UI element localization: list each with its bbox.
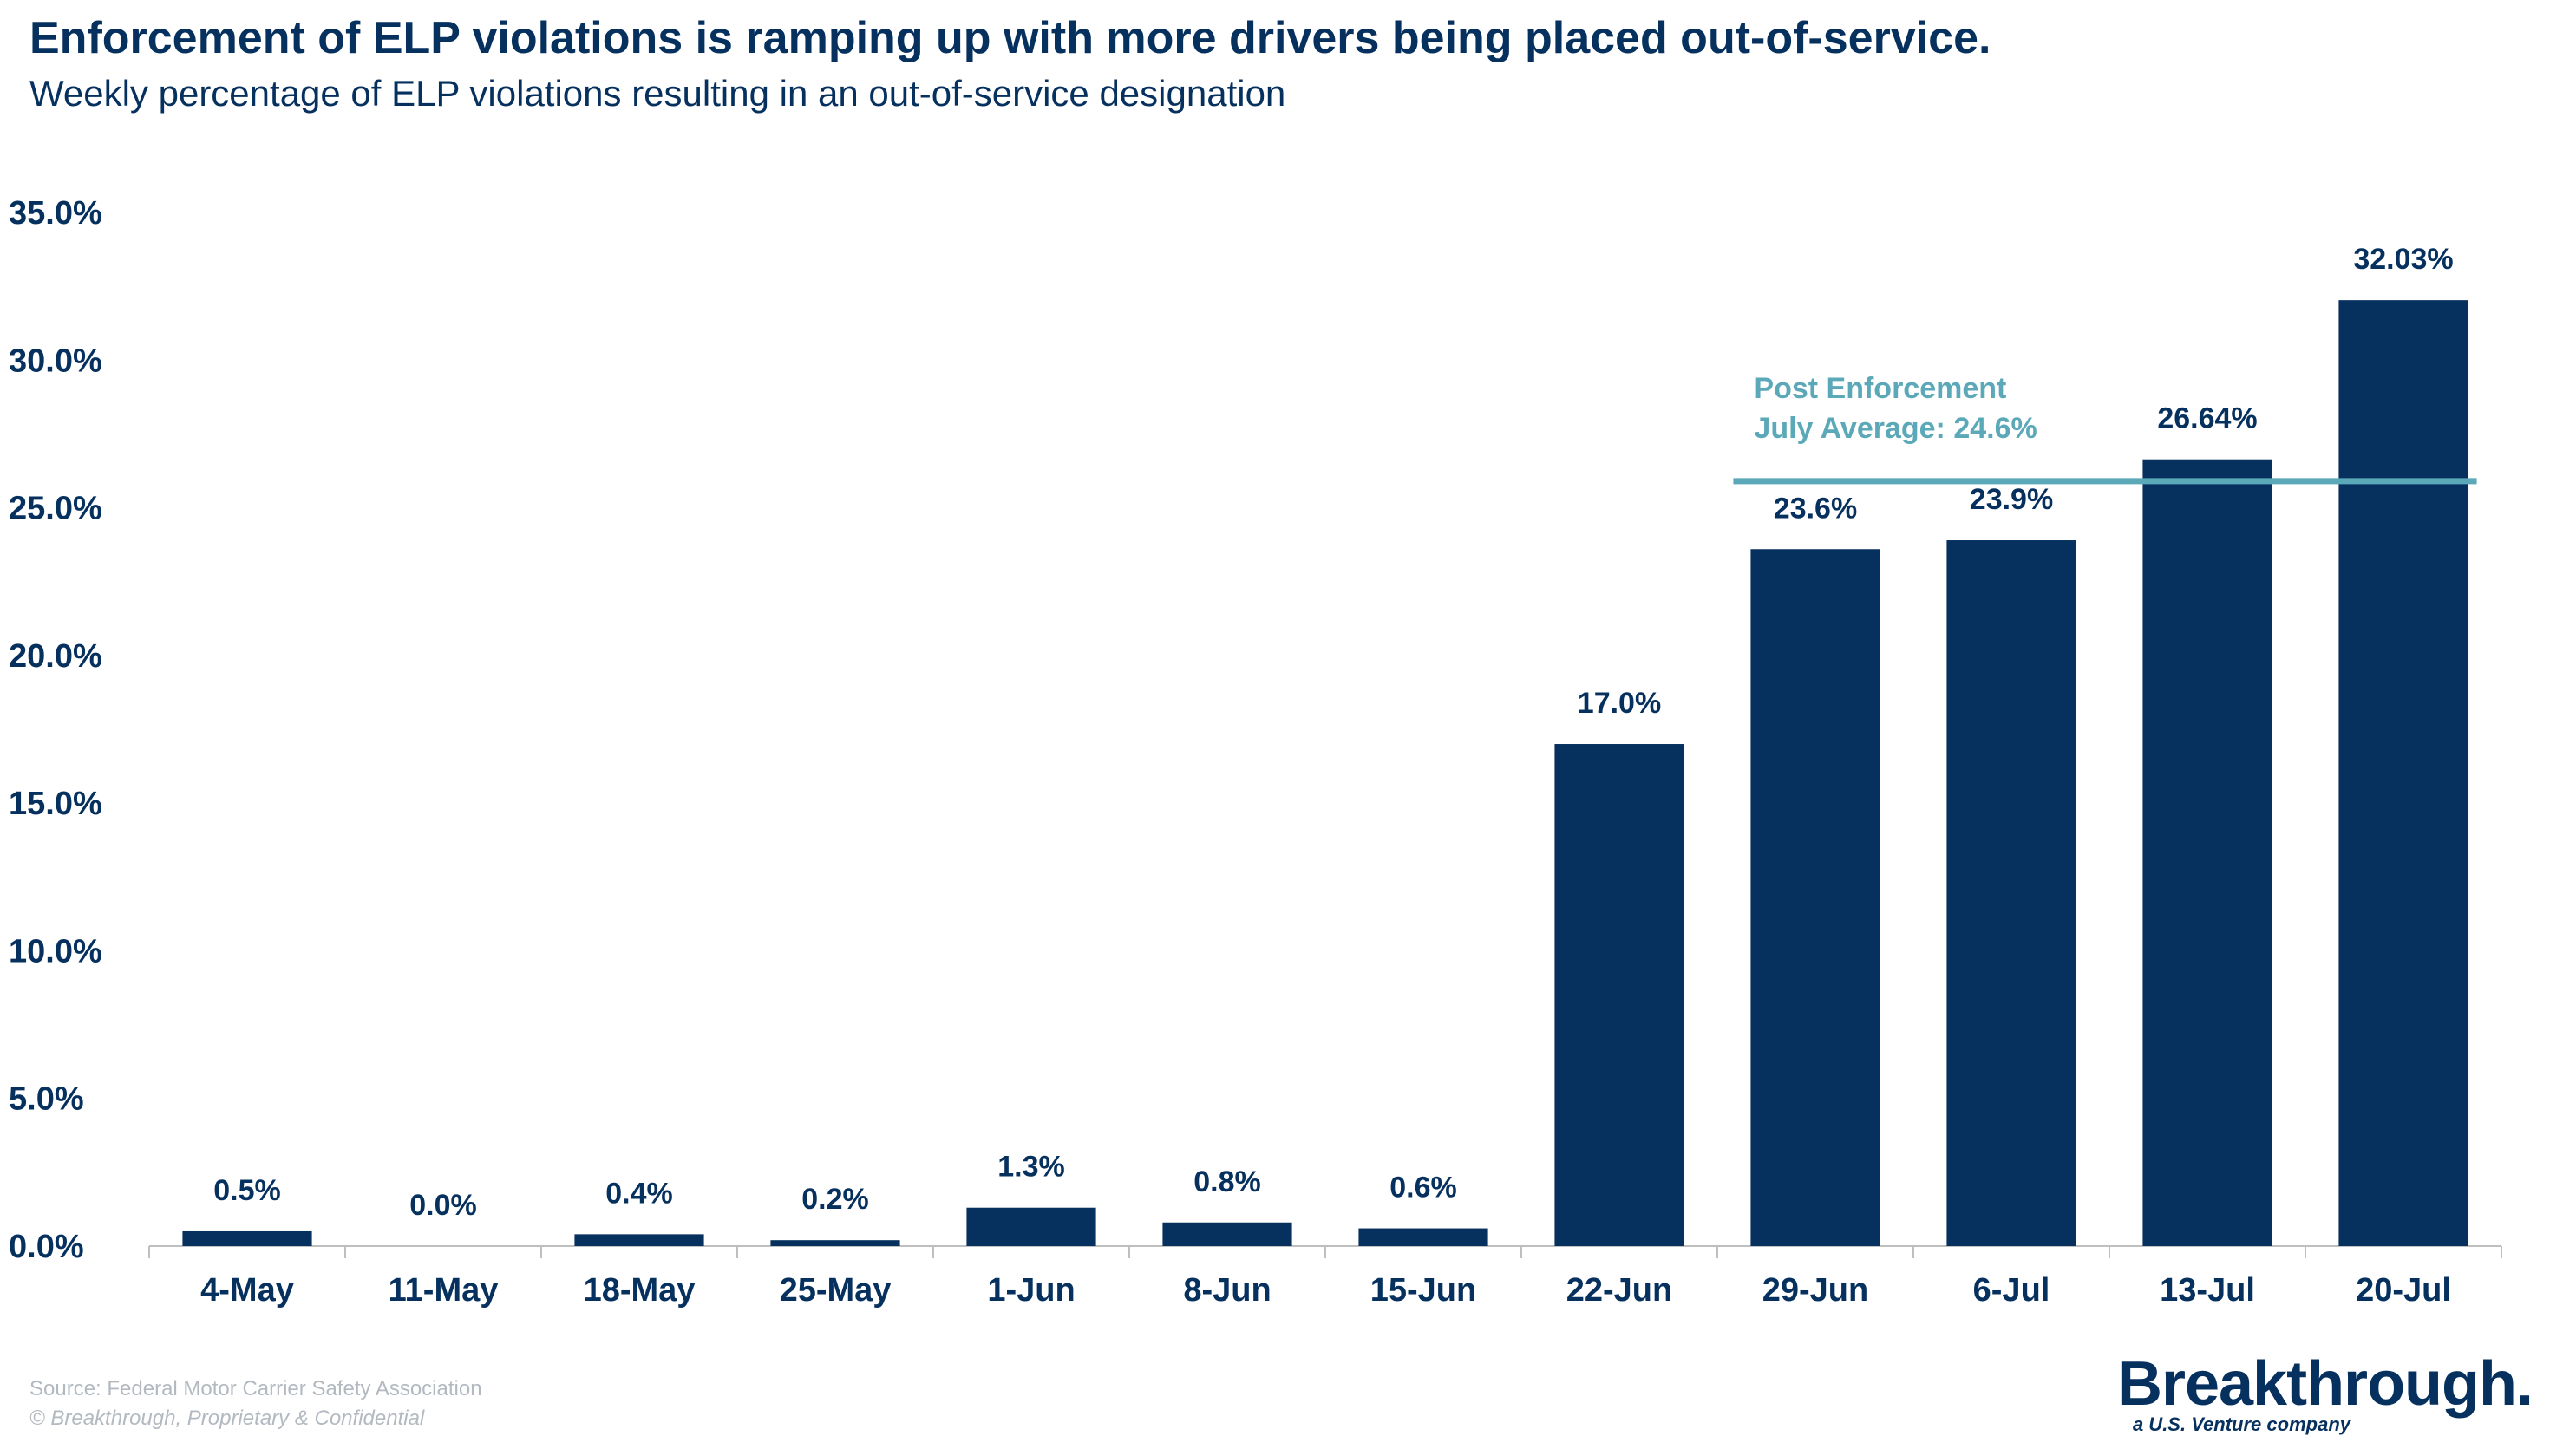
chart-subtitle: Weekly percentage of ELP violations resu… <box>29 73 1286 114</box>
y-tick-label: 10.0% <box>9 933 102 969</box>
bar <box>966 1207 1096 1246</box>
y-tick-label: 35.0% <box>9 195 102 232</box>
data-label: 0.6% <box>1389 1172 1457 1204</box>
logo-wordmark: Breakthrough. <box>2116 1349 2534 1419</box>
average-label-value: July Average: 24.6% <box>1754 412 2037 445</box>
data-label: 0.5% <box>213 1174 281 1207</box>
y-tick-label: 5.0% <box>9 1081 84 1118</box>
chart-title: Enforcement of ELP violations is ramping… <box>29 13 1991 63</box>
source-note: Source: Federal Motor Carrier Safety Ass… <box>29 1377 482 1400</box>
bar <box>2142 459 2272 1246</box>
x-tick-label: 13-Jul <box>2160 1272 2255 1309</box>
x-tick-label: 25-May <box>780 1272 892 1309</box>
copyright-note: © Breakthrough, Proprietary & Confidenti… <box>29 1407 425 1430</box>
bar <box>2338 300 2468 1247</box>
x-tick-label: 15-Jun <box>1370 1272 1476 1309</box>
bar <box>1554 744 1684 1246</box>
data-label: 32.03% <box>2353 243 2453 276</box>
bar <box>1358 1228 1488 1246</box>
y-tick-label: 20.0% <box>9 638 102 675</box>
x-tick-label: 1-Jun <box>987 1272 1075 1309</box>
y-tick-label: 0.0% <box>9 1229 84 1265</box>
data-label: 23.9% <box>1970 483 2053 516</box>
y-tick-label: 30.0% <box>9 343 102 379</box>
data-label: 26.64% <box>2157 402 2257 435</box>
x-tick-label: 29-Jun <box>1762 1272 1868 1309</box>
data-label: 23.6% <box>1774 492 1857 525</box>
y-tick-label: 15.0% <box>9 786 102 822</box>
breakthrough-logo: Breakthrough. a U.S. Venture company <box>2116 1349 2534 1436</box>
average-label-title: Post Enforcement <box>1754 372 2006 405</box>
bar <box>1946 540 2076 1246</box>
data-label: 17.0% <box>1578 687 1661 720</box>
data-label: 0.0% <box>409 1189 477 1222</box>
bar <box>182 1230 312 1246</box>
x-tick-label: 20-Jul <box>2356 1272 2451 1309</box>
data-label: 0.4% <box>605 1177 673 1210</box>
x-tick-label: 18-May <box>584 1272 696 1309</box>
x-tick-label: 6-Jul <box>1973 1272 2050 1309</box>
x-tick-label: 11-May <box>389 1272 499 1309</box>
y-tick-label: 25.0% <box>9 491 102 527</box>
logo-tagline: a U.S. Venture company <box>2132 1413 2350 1435</box>
data-label: 1.3% <box>997 1151 1065 1184</box>
x-tick-label: 22-Jun <box>1566 1272 1672 1309</box>
bar <box>770 1240 900 1246</box>
x-tick-label: 8-Jun <box>1183 1272 1271 1309</box>
bar <box>1162 1222 1292 1246</box>
x-tick-label: 4-May <box>200 1272 294 1309</box>
bar <box>574 1234 704 1246</box>
data-label: 0.2% <box>801 1183 869 1216</box>
bar <box>1750 549 1880 1246</box>
data-label: 0.8% <box>1193 1165 1261 1198</box>
